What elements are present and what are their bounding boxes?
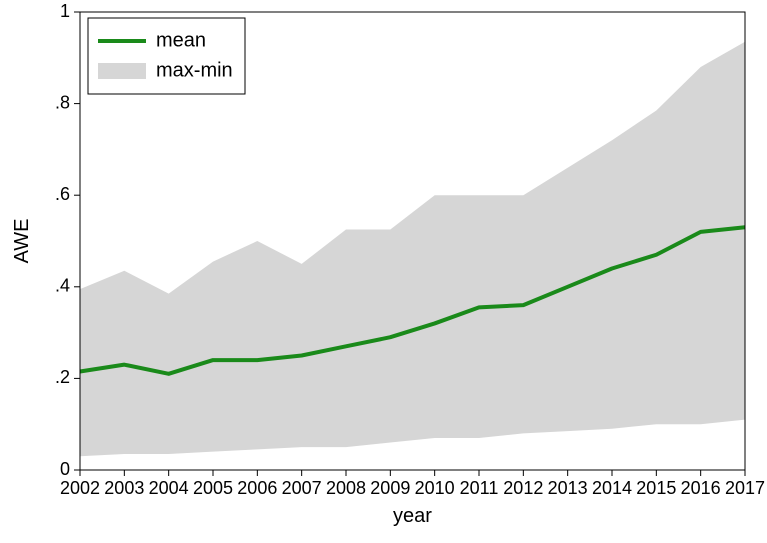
x-axis-label: year [393,505,432,527]
y-tick-label: 0 [60,459,70,479]
x-tick-label: 2013 [548,478,588,498]
x-tick-label: 2007 [282,478,322,498]
x-tick-label: 2006 [237,478,277,498]
x-tick-label: 2003 [104,478,144,498]
y-tick-label: .4 [55,276,70,296]
y-axis-label: AWE [11,219,33,264]
x-tick-label: 2012 [503,478,543,498]
y-tick-label: .6 [55,184,70,204]
x-tick-label: 2017 [725,478,765,498]
x-tick-label: 2004 [149,478,189,498]
y-tick-label: 1 [60,1,70,21]
legend-swatch [98,63,146,79]
x-tick-label: 2010 [415,478,455,498]
legend-label: mean [156,29,206,51]
x-tick-label: 2009 [370,478,410,498]
y-tick-label: .8 [55,92,70,112]
x-tick-label: 2016 [681,478,721,498]
awe-chart: 0.2.4.6.81200220032004200520062007200820… [0,0,767,543]
x-tick-label: 2015 [636,478,676,498]
legend-label: max-min [156,59,233,81]
chart-svg: 0.2.4.6.81200220032004200520062007200820… [0,0,767,543]
x-tick-label: 2014 [592,478,632,498]
y-tick-label: .2 [55,367,70,387]
x-tick-label: 2011 [460,478,499,498]
x-tick-label: 2002 [60,478,100,498]
legend: mean max-min [88,18,245,94]
x-tick-label: 2005 [193,478,233,498]
x-tick-label: 2008 [326,478,366,498]
